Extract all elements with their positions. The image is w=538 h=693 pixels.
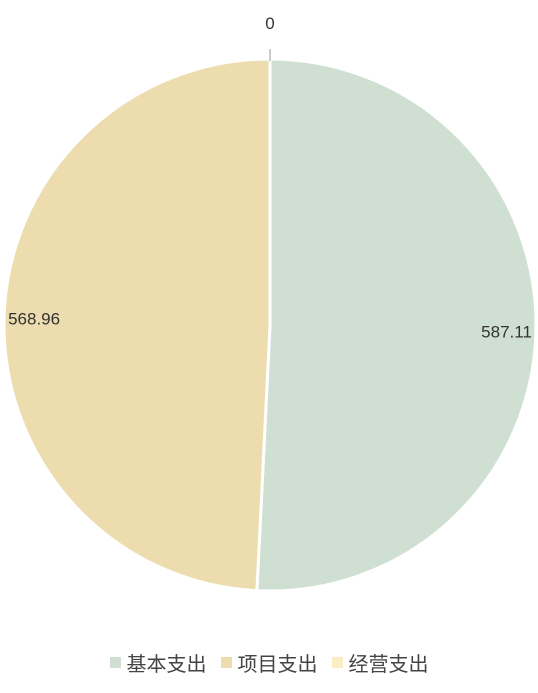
pie-slice-basic[interactable] (255, 57, 538, 593)
legend-label-basic: 基本支出 (126, 651, 207, 676)
legend-label-project: 项目支出 (237, 651, 318, 676)
data-label-project: 568.96 (8, 310, 60, 329)
legend-swatch-project (220, 656, 232, 668)
data-label-basic: 587.11 (481, 322, 532, 341)
legend-item-project[interactable]: 项目支出 (220, 648, 318, 677)
legend-swatch-basic (109, 656, 121, 668)
chart-legend: 基本支出 项目支出 经营支出 (0, 646, 538, 678)
legend-swatch-operating (331, 656, 343, 668)
data-label-operating: 0 (265, 14, 274, 33)
legend-label-operating: 经营支出 (348, 651, 429, 676)
legend-item-operating[interactable]: 经营支出 (331, 648, 429, 677)
pie-slice-project[interactable] (2, 57, 272, 593)
legend-item-basic[interactable]: 基本支出 (109, 648, 207, 677)
